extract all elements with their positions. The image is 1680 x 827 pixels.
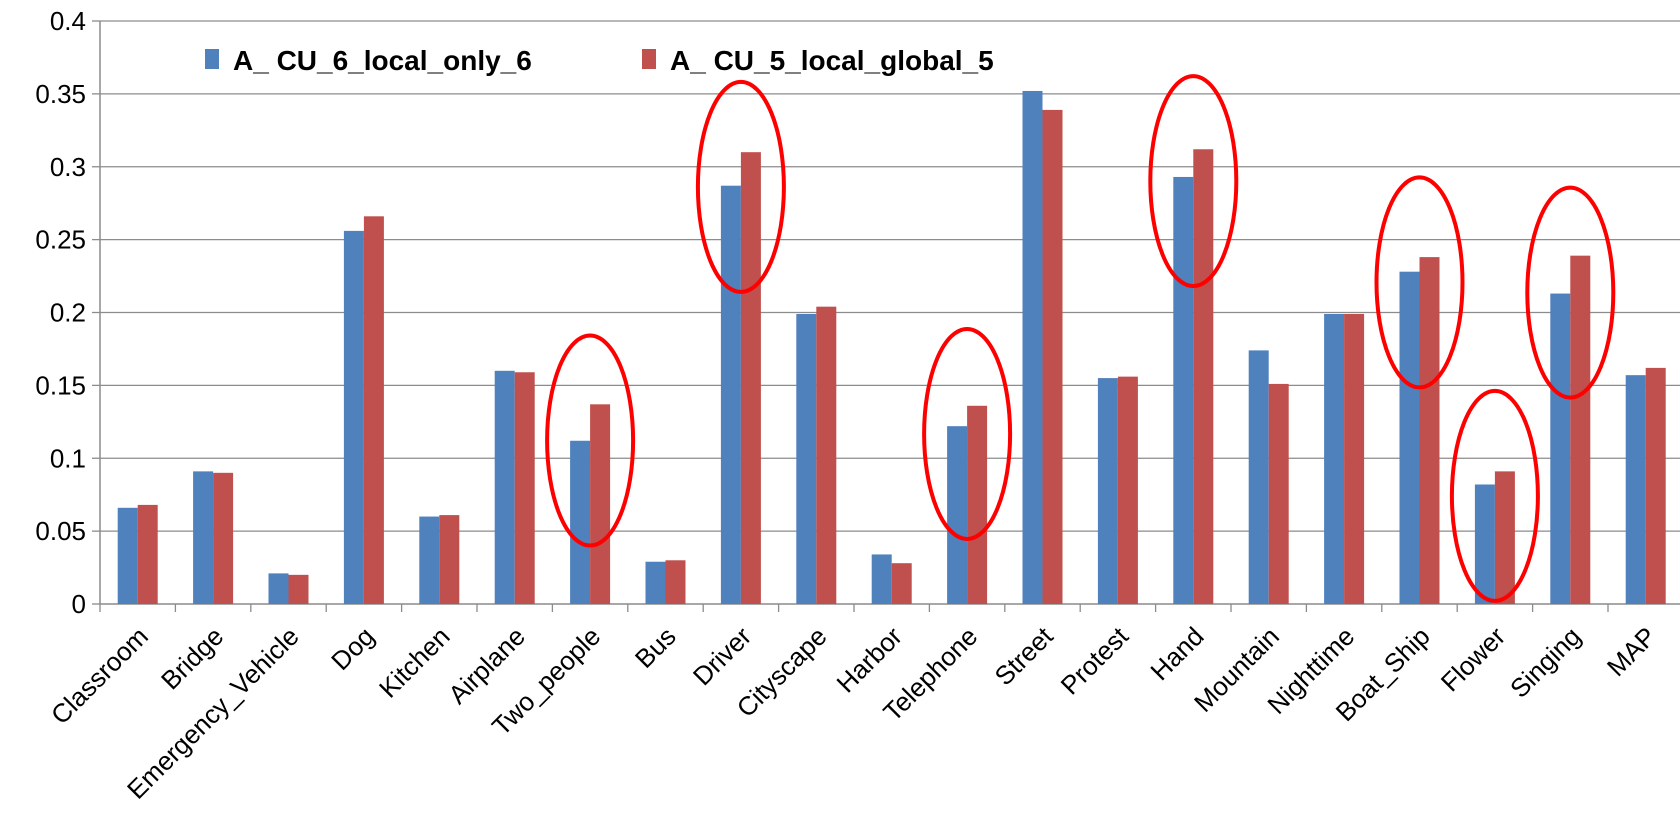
bar-kitchen-series-1 (419, 516, 440, 604)
bar-protest-series-2 (1117, 376, 1138, 604)
legend-label-series-1: A_ CU_6_local_only_6 (233, 45, 532, 76)
bar-bridge-series-2 (213, 472, 234, 604)
x-tick-label: Driver (687, 621, 757, 691)
bar-driver-series-2 (740, 152, 761, 605)
bar-emergency-vehicle-series-1 (268, 573, 289, 604)
highlight-ellipse-telephone (922, 326, 1013, 541)
bar-telephone-series-2 (967, 405, 988, 604)
bar-map-series-2 (1645, 367, 1666, 604)
x-tick-label: Kitchen (373, 621, 456, 704)
bar-boat-ship-series-2 (1419, 257, 1440, 604)
bar-classroom-series-1 (117, 507, 138, 604)
bar-singing-series-2 (1570, 255, 1591, 604)
y-tick-label: 0.1 (50, 443, 86, 473)
bar-telephone-series-1 (947, 426, 968, 604)
bar-flower-series-1 (1474, 484, 1495, 604)
y-tick-labels: 0 0.05 0.1 0.15 0.2 0.25 0.3 0.35 0.4 (35, 6, 86, 619)
bar-mountain-series-1 (1248, 350, 1269, 604)
bar-flower-series-2 (1494, 471, 1515, 604)
bar-nighttime-series-1 (1324, 313, 1345, 604)
bar-singing-series-1 (1550, 293, 1571, 604)
bar-bus-series-1 (645, 561, 666, 604)
bar-protest-series-1 (1097, 378, 1118, 604)
x-tick-label: Protest (1055, 620, 1135, 700)
bar-two-people-series-2 (590, 404, 611, 604)
bar-cityscape-series-1 (796, 313, 817, 604)
bar-mountain-series-2 (1268, 383, 1289, 604)
x-tick-label: Bridge (155, 621, 229, 695)
x-tick-label: Street (988, 620, 1059, 691)
highlight-ellipse-singing (1525, 185, 1616, 400)
y-tick-label: 0.4 (50, 6, 86, 36)
bar-dog-series-2 (363, 216, 384, 604)
bars (117, 90, 1666, 605)
gridlines (92, 20, 1680, 605)
bar-boat-ship-series-1 (1399, 271, 1420, 604)
x-tick-label: Hand (1144, 621, 1209, 686)
y-tick-label: 0.25 (35, 225, 86, 255)
highlight-ellipse-two-people (545, 333, 636, 548)
bar-emergency-vehicle-series-2 (288, 574, 309, 604)
bar-street-series-2 (1042, 109, 1063, 604)
bar-two-people-series-1 (570, 440, 591, 604)
axes (99, 21, 1680, 612)
x-tick-label: Dog (325, 621, 380, 676)
legend: A_ CU_6_local_only_6 A_ CU_5_local_globa… (205, 45, 994, 76)
bar-harbor-series-1 (871, 554, 892, 604)
highlight-ellipse-boat-ship (1374, 175, 1465, 390)
bar-driver-series-1 (720, 185, 741, 604)
highlight-ellipse-hand (1148, 74, 1239, 289)
legend-swatch-series-2 (642, 49, 656, 69)
bar-cityscape-series-2 (816, 306, 837, 604)
legend-swatch-series-1 (205, 49, 219, 69)
bar-kitchen-series-2 (439, 515, 460, 604)
x-tick-label: Classroom (45, 621, 154, 730)
bar-harbor-series-2 (891, 563, 912, 604)
y-tick-label: 0.2 (50, 298, 86, 328)
bar-bus-series-2 (665, 560, 686, 604)
highlight-ellipse-flower (1449, 388, 1540, 603)
legend-label-series-2: A_ CU_5_local_global_5 (670, 45, 994, 76)
y-tick-label: 0.15 (35, 370, 86, 400)
bar-airplane-series-1 (494, 370, 515, 604)
bar-map-series-1 (1625, 375, 1646, 604)
highlight-ellipses (545, 74, 1616, 603)
highlight-ellipse-driver (695, 79, 786, 294)
y-tick-label: 0 (72, 589, 86, 619)
y-tick-label: 0.05 (35, 516, 86, 546)
bar-street-series-1 (1022, 90, 1043, 604)
y-tick-label: 0.35 (35, 79, 86, 109)
x-tick-label: Bus (629, 621, 682, 674)
x-tick-label: Singing (1504, 621, 1587, 704)
bar-airplane-series-2 (514, 372, 535, 604)
x-tick-label: Flower (1435, 621, 1512, 698)
bar-hand-series-1 (1173, 176, 1194, 604)
bar-hand-series-2 (1193, 149, 1214, 604)
bar-bridge-series-1 (193, 471, 214, 604)
x-tick-label: MAP (1601, 621, 1662, 682)
bar-classroom-series-2 (137, 504, 158, 604)
bar-dog-series-1 (343, 230, 364, 604)
bar-nighttime-series-2 (1344, 313, 1365, 604)
y-tick-label: 0.3 (50, 152, 86, 182)
